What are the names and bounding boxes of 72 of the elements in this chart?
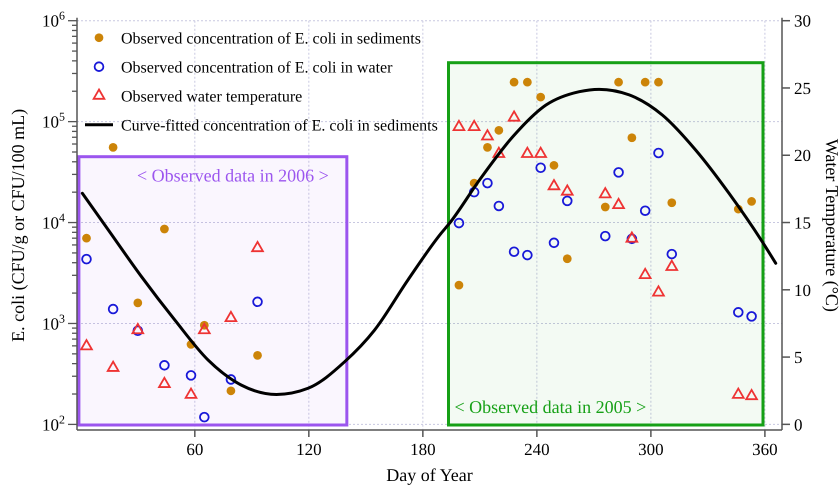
legend-label: Observed water temperature: [121, 88, 302, 106]
point: [640, 78, 650, 87]
point: [746, 311, 757, 322]
point: [226, 386, 236, 396]
band-label: < Observed data in 2005 >: [454, 397, 646, 417]
y-tick-label: 10$^{6}$: [42, 8, 66, 31]
point: [562, 196, 573, 206]
point: [536, 92, 546, 102]
point: [613, 167, 624, 178]
point: [108, 304, 118, 314]
point: [468, 186, 480, 198]
point: [253, 351, 262, 360]
y-axis-title: E. coli (CFU/g or CFU/100 mL): [8, 108, 28, 342]
point: [666, 248, 678, 260]
y-tick-label: 10$^{5}$: [42, 110, 66, 132]
y2-tick-label: 10: [794, 280, 811, 300]
point: [494, 200, 504, 212]
point: [160, 224, 169, 234]
point: [483, 142, 492, 152]
point: [600, 202, 610, 212]
y2-tick-label: 5: [794, 348, 802, 368]
x-tick-label: 300: [638, 440, 664, 459]
point: [535, 162, 546, 174]
point: [133, 298, 142, 308]
point: [82, 234, 91, 243]
y-tick-label: 10$^{4}$: [42, 210, 66, 233]
line-series: [80, 88, 778, 396]
point: [510, 78, 518, 87]
y2-tick-label: 20: [794, 146, 811, 166]
point: [199, 412, 210, 422]
legend-label: Curve-fitted concentration of E. coli in sediments: [121, 118, 438, 135]
point: [81, 254, 92, 264]
x-tick-label: 240: [524, 440, 550, 459]
point: [226, 374, 236, 385]
point: [653, 148, 664, 158]
y2-tick-label: 15: [794, 214, 811, 233]
point: [628, 133, 636, 142]
point: [548, 238, 560, 248]
point: [522, 78, 532, 87]
y2-tick-label: 30: [794, 12, 811, 31]
x-tick-label: 360: [752, 440, 778, 459]
y-tick-label: 10$^{2}$: [42, 412, 66, 434]
x-tick-label: 60: [186, 440, 204, 459]
point: [614, 78, 623, 87]
band-label: < Observed data in 2006 >: [136, 166, 329, 186]
legend-label: Observed concentration of E. coli in water: [121, 60, 394, 77]
point: [747, 197, 756, 206]
point: [667, 198, 676, 208]
point: [186, 370, 196, 381]
y2-tick-label: 0: [794, 415, 802, 434]
point: [252, 296, 263, 308]
point: [454, 218, 464, 228]
y2-tick-label: 25: [794, 78, 811, 98]
y-tick-label: 10$^{3}$: [42, 311, 66, 334]
x-tick-label: 180: [410, 440, 436, 459]
point: [600, 230, 611, 242]
point: [733, 307, 744, 318]
point: [482, 178, 493, 188]
point: [108, 142, 118, 152]
x-tick-label: 120: [296, 440, 322, 459]
point: [508, 246, 520, 257]
point: [159, 360, 170, 371]
point: [654, 78, 663, 87]
legend-label: Observed concentration of E. coli in sediments: [121, 30, 421, 48]
point: [562, 254, 572, 264]
point: [640, 205, 650, 216]
point: [454, 280, 464, 290]
x-axis-title: Day of Year: [386, 465, 473, 485]
y2-axis-title: Water Temperature (°C): [822, 138, 839, 312]
point: [550, 160, 558, 170]
point: [522, 250, 533, 260]
point: [494, 126, 504, 135]
